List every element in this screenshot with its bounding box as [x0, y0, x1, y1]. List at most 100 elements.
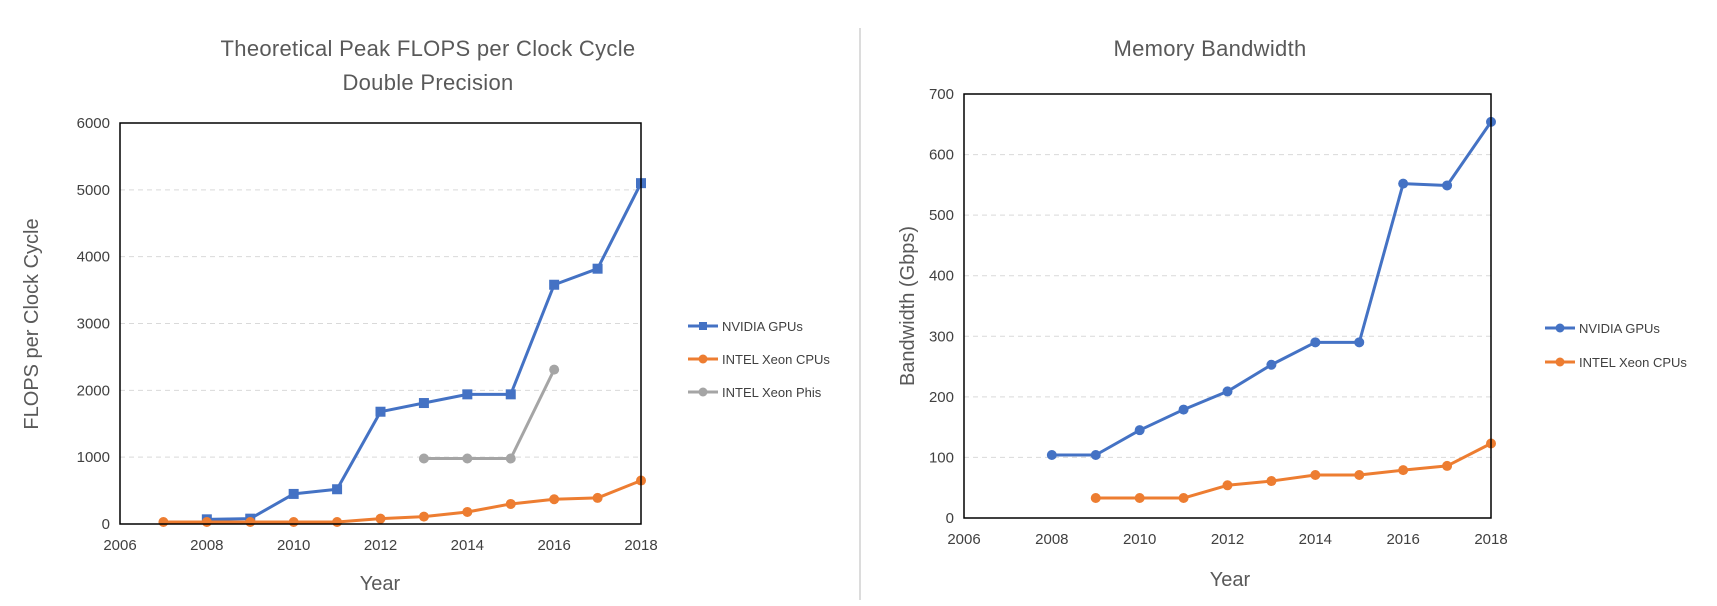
legend-label: INTEL Xeon CPUs [722, 352, 830, 367]
data-point [462, 389, 473, 400]
y-tick-label: 500 [929, 207, 954, 224]
x-tick-label: 2012 [1211, 531, 1244, 548]
data-point [1266, 476, 1277, 487]
flops-plot-frame [119, 122, 642, 525]
legend-label: NVIDIA GPUs [1579, 321, 1660, 336]
x-tick-label: 2016 [1386, 531, 1419, 548]
x-tick-label: 2008 [1035, 531, 1068, 548]
flops-legend: NVIDIA GPUs INTEL Xeon CPUs INTEL Xeon Phi… [688, 319, 830, 400]
x-tick-label: 2014 [451, 537, 484, 554]
legend-marker [699, 322, 707, 330]
y-tick-label: 100 [929, 449, 954, 466]
data-point [1398, 178, 1409, 189]
data-point [1354, 469, 1365, 480]
x-tick-label: 2018 [624, 537, 657, 554]
x-tick-label: 2006 [103, 537, 136, 554]
bandwidth-x-axis-label: Year [1210, 569, 1251, 591]
data-point [245, 516, 256, 527]
data-point [549, 364, 560, 375]
y-tick-label: 600 [929, 147, 954, 164]
data-point [418, 511, 429, 522]
data-point [158, 516, 169, 527]
bandwidth-x-ticks: 2006 2008 2010 2012 2014 2016 2018 [947, 531, 1507, 548]
data-point [1090, 450, 1101, 461]
data-point [549, 494, 560, 505]
data-point [1090, 493, 1101, 504]
bandwidth-chart-title: Memory Bandwidth [1113, 36, 1306, 61]
bandwidth-y-ticks: 0 100 200 300 400 500 600 700 [929, 86, 954, 527]
legend-label: INTEL Xeon CPUs [1579, 355, 1687, 370]
data-point [1398, 465, 1409, 476]
y-tick-label: 3000 [77, 316, 110, 333]
legend-label: INTEL Xeon Phis [722, 385, 822, 400]
x-tick-label: 2008 [190, 537, 223, 554]
y-tick-label: 0 [946, 510, 954, 527]
data-point [1222, 386, 1233, 397]
legend-item-intel-xeon-cpus: INTEL Xeon CPUs [1545, 355, 1687, 370]
bandwidth-series [1046, 116, 1496, 504]
data-point [505, 498, 516, 509]
data-point [462, 453, 473, 464]
series-nvidia-gpus [201, 178, 646, 525]
x-tick-label: 2006 [947, 531, 980, 548]
data-point [201, 516, 212, 527]
y-tick-label: 200 [929, 389, 954, 406]
legend-item-nvidia-gpus: NVIDIA GPUs [688, 319, 803, 334]
bandwidth-chart: Memory Bandwidth 0100200300400500600700 … [897, 36, 1687, 591]
data-point [288, 488, 299, 499]
data-point [332, 484, 343, 495]
series-intel-xeon-cpus [1090, 438, 1496, 504]
data-point [1442, 180, 1453, 191]
data-point [1354, 337, 1365, 348]
series-intel-xeon-phis [418, 364, 560, 464]
flops-x-axis-label: Year [360, 573, 401, 595]
bandwidth-y-axis-label: Bandwidth (Gbps) [897, 226, 919, 386]
flops-x-ticks: 2006 2008 2010 2012 2014 2016 2018 [103, 537, 657, 554]
data-point [1046, 450, 1057, 461]
flops-series [158, 178, 646, 527]
x-tick-label: 2016 [537, 537, 570, 554]
data-point [1134, 425, 1145, 436]
bandwidth-legend: NVIDIA GPUs INTEL Xeon CPUs [1545, 321, 1687, 370]
y-tick-label: 0 [102, 516, 110, 533]
data-point [1134, 493, 1145, 504]
series-line [206, 182, 643, 521]
legend-marker [698, 354, 708, 364]
flops-chart: Theoretical Peak FLOPS per Clock Cycle D… [21, 36, 830, 595]
series-line [423, 368, 556, 461]
bandwidth-grid [964, 154, 1491, 458]
data-point [1310, 337, 1321, 348]
data-point [462, 506, 473, 517]
y-tick-label: 300 [929, 328, 954, 345]
data-point [375, 513, 386, 524]
y-tick-label: 6000 [77, 115, 110, 132]
flops-chart-subtitle: Double Precision [342, 70, 513, 95]
flops-y-axis-label: FLOPS per Clock Cycle [21, 218, 43, 429]
legend-item-intel-xeon-cpus: INTEL Xeon CPUs [688, 352, 830, 367]
data-point [1178, 493, 1189, 504]
data-point [505, 453, 516, 464]
legend-item-intel-xeon-phis: INTEL Xeon Phis [688, 385, 822, 400]
y-tick-label: 700 [929, 86, 954, 103]
flops-grid [120, 189, 641, 458]
bandwidth-plot-frame [963, 93, 1492, 519]
data-point [1178, 404, 1189, 415]
data-point [418, 398, 429, 409]
data-point [505, 389, 516, 400]
y-tick-label: 400 [929, 268, 954, 285]
data-point [592, 492, 603, 503]
legend-item-nvidia-gpus: NVIDIA GPUs [1545, 321, 1660, 336]
flops-chart-title: Theoretical Peak FLOPS per Clock Cycle [221, 36, 636, 61]
legend-marker [1555, 323, 1565, 333]
legend-label: NVIDIA GPUs [722, 319, 803, 334]
data-point [1266, 359, 1277, 370]
x-tick-label: 2010 [1123, 531, 1156, 548]
series-nvidia-gpus [1046, 116, 1496, 461]
y-tick-label: 4000 [77, 249, 110, 266]
data-point [375, 406, 386, 417]
data-point [1222, 480, 1233, 491]
x-tick-label: 2010 [277, 537, 310, 554]
data-point [288, 516, 299, 527]
data-point [1442, 460, 1453, 471]
